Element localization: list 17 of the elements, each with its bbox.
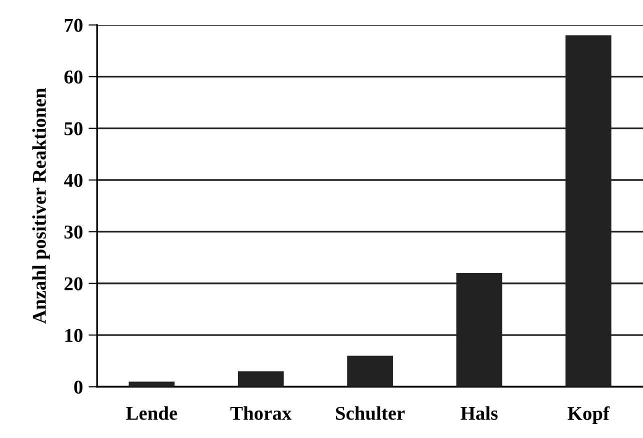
y-axis-title: Anzahl positiver Reaktionen <box>32 88 50 324</box>
y-tick-label: 40 <box>64 174 82 187</box>
bar <box>238 371 284 387</box>
y-tick-label: 0 <box>74 380 82 394</box>
y-tick-label: 10 <box>65 328 82 342</box>
bar <box>347 356 393 387</box>
y-tick-label: 60 <box>64 70 82 84</box>
x-tick-label: Thorax <box>230 406 292 420</box>
y-tick-label: 50 <box>64 122 82 136</box>
x-tick-label: Kopf <box>568 406 610 424</box>
x-tick-label: Hals <box>460 406 498 420</box>
y-tick-label: 70 <box>64 18 82 32</box>
y-tick-label: 30 <box>64 226 82 239</box>
bar <box>128 382 175 387</box>
x-tick-label: Schulter <box>336 406 405 420</box>
y-tick-label: 20 <box>64 277 82 290</box>
x-tick-label: Lende <box>126 406 178 420</box>
